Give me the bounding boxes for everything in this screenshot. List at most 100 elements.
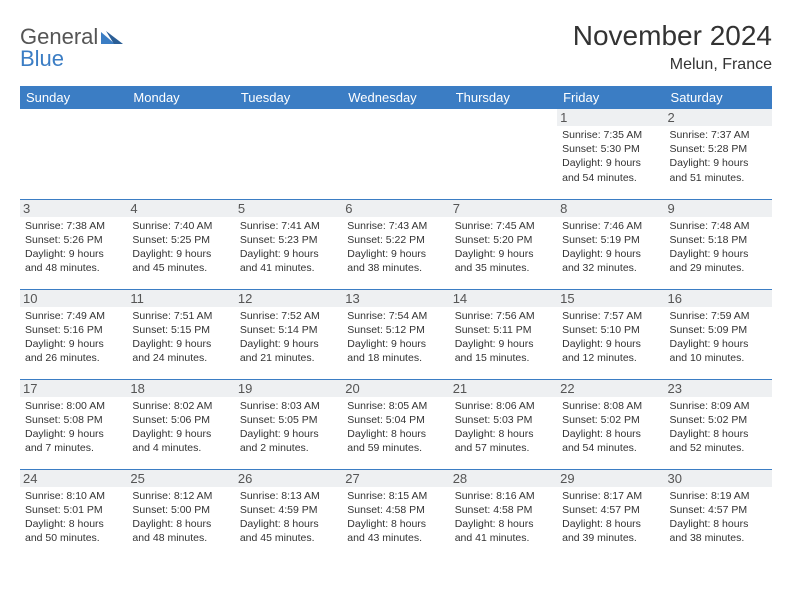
daylight-text: Daylight: 8 hours and 43 minutes. (347, 517, 444, 545)
day-info: Sunrise: 8:06 AMSunset: 5:03 PMDaylight:… (455, 399, 552, 456)
daylight-text: Daylight: 9 hours and 15 minutes. (455, 337, 552, 365)
calendar-table: SundayMondayTuesdayWednesdayThursdayFrid… (20, 86, 772, 559)
sunset-text: Sunset: 5:19 PM (562, 233, 659, 247)
sunset-text: Sunset: 5:16 PM (25, 323, 122, 337)
sunrise-text: Sunrise: 8:13 AM (240, 489, 337, 503)
sunset-text: Sunset: 5:18 PM (670, 233, 767, 247)
calendar-cell (342, 109, 449, 199)
calendar-cell: 20Sunrise: 8:05 AMSunset: 5:04 PMDayligh… (342, 379, 449, 469)
calendar-cell: 5 Sunrise: 7:41 AMSunset: 5:23 PMDaylight… (235, 199, 342, 289)
calendar-cell: 28Sunrise: 8:16 AMSunset: 4:58 PMDayligh… (450, 469, 557, 559)
day-number: 17 (20, 380, 127, 397)
sunrise-text: Sunrise: 7:56 AM (455, 309, 552, 323)
sunrise-text: Sunrise: 7:49 AM (25, 309, 122, 323)
daylight-text: Daylight: 9 hours and 26 minutes. (25, 337, 122, 365)
sunset-text: Sunset: 4:58 PM (347, 503, 444, 517)
sunset-text: Sunset: 4:57 PM (670, 503, 767, 517)
calendar-head: SundayMondayTuesdayWednesdayThursdayFrid… (20, 86, 772, 109)
calendar-row: 3Sunrise: 7:38 AMSunset: 5:26 PMDaylight… (20, 199, 772, 289)
sunset-text: Sunset: 5:08 PM (25, 413, 122, 427)
sunset-text: Sunset: 5:06 PM (132, 413, 229, 427)
calendar-cell (235, 109, 342, 199)
day-number: 11 (127, 290, 234, 307)
sunset-text: Sunset: 5:30 PM (562, 142, 659, 156)
calendar-row: 17Sunrise: 8:00 AMSunset: 5:08 PMDayligh… (20, 379, 772, 469)
daylight-text: Daylight: 9 hours and 10 minutes. (670, 337, 767, 365)
daylight-text: Daylight: 9 hours and 24 minutes. (132, 337, 229, 365)
sunrise-text: Sunrise: 8:06 AM (455, 399, 552, 413)
calendar-cell: 25Sunrise: 8:12 AMSunset: 5:00 PMDayligh… (127, 469, 234, 559)
calendar-cell: 8 Sunrise: 7:46 AMSunset: 5:19 PMDaylight… (557, 199, 664, 289)
calendar-cell (450, 109, 557, 199)
calendar-cell: 16Sunrise: 7:59 AMSunset: 5:09 PMDayligh… (665, 289, 772, 379)
daylight-text: Daylight: 9 hours and 29 minutes. (670, 247, 767, 275)
sunrise-text: Sunrise: 8:03 AM (240, 399, 337, 413)
day-info: Sunrise: 7:35 AMSunset: 5:30 PMDaylight:… (562, 128, 659, 185)
daylight-text: Daylight: 9 hours and 7 minutes. (25, 427, 122, 455)
calendar-row: 24Sunrise: 8:10 AMSunset: 5:01 PMDayligh… (20, 469, 772, 559)
day-number: 30 (665, 470, 772, 487)
daylight-text: Daylight: 8 hours and 48 minutes. (132, 517, 229, 545)
day-header: Friday (557, 86, 664, 109)
daylight-text: Daylight: 8 hours and 45 minutes. (240, 517, 337, 545)
sunset-text: Sunset: 5:11 PM (455, 323, 552, 337)
day-number: 3 (20, 200, 127, 217)
day-header: Tuesday (235, 86, 342, 109)
sunrise-text: Sunrise: 7:54 AM (347, 309, 444, 323)
calendar-cell (127, 109, 234, 199)
daylight-text: Daylight: 9 hours and 21 minutes. (240, 337, 337, 365)
calendar-cell: 23Sunrise: 8:09 AMSunset: 5:02 PMDayligh… (665, 379, 772, 469)
calendar-cell: 13Sunrise: 7:54 AMSunset: 5:12 PMDayligh… (342, 289, 449, 379)
sunset-text: Sunset: 5:12 PM (347, 323, 444, 337)
day-info: Sunrise: 7:59 AMSunset: 5:09 PMDaylight:… (670, 309, 767, 366)
day-info: Sunrise: 7:52 AMSunset: 5:14 PMDaylight:… (240, 309, 337, 366)
day-number: 4 (127, 200, 234, 217)
daylight-text: Daylight: 8 hours and 39 minutes. (562, 517, 659, 545)
day-info: Sunrise: 7:45 AMSunset: 5:20 PMDaylight:… (455, 219, 552, 276)
day-info: Sunrise: 8:09 AMSunset: 5:02 PMDaylight:… (670, 399, 767, 456)
sunrise-text: Sunrise: 8:02 AM (132, 399, 229, 413)
sunset-text: Sunset: 5:02 PM (670, 413, 767, 427)
day-number: 8 (557, 200, 664, 217)
day-number: 15 (557, 290, 664, 307)
calendar-cell: 12Sunrise: 7:52 AMSunset: 5:14 PMDayligh… (235, 289, 342, 379)
calendar-cell: 18Sunrise: 8:02 AMSunset: 5:06 PMDayligh… (127, 379, 234, 469)
sunrise-text: Sunrise: 7:38 AM (25, 219, 122, 233)
sunset-text: Sunset: 5:10 PM (562, 323, 659, 337)
day-info: Sunrise: 7:38 AMSunset: 5:26 PMDaylight:… (25, 219, 122, 276)
day-number: 26 (235, 470, 342, 487)
daylight-text: Daylight: 8 hours and 59 minutes. (347, 427, 444, 455)
sunrise-text: Sunrise: 7:43 AM (347, 219, 444, 233)
daylight-text: Daylight: 9 hours and 32 minutes. (562, 247, 659, 275)
daylight-text: Daylight: 9 hours and 35 minutes. (455, 247, 552, 275)
sunrise-text: Sunrise: 8:00 AM (25, 399, 122, 413)
day-info: Sunrise: 7:51 AMSunset: 5:15 PMDaylight:… (132, 309, 229, 366)
sunrise-text: Sunrise: 8:08 AM (562, 399, 659, 413)
calendar-cell: 1 Sunrise: 7:35 AMSunset: 5:30 PMDaylight… (557, 109, 664, 199)
calendar-cell: 29Sunrise: 8:17 AMSunset: 4:57 PMDayligh… (557, 469, 664, 559)
sunset-text: Sunset: 4:59 PM (240, 503, 337, 517)
day-number: 5 (235, 200, 342, 217)
logo-text: General Blue (20, 26, 123, 70)
logo-text-2: Blue (20, 46, 64, 71)
day-number: 18 (127, 380, 234, 397)
day-info: Sunrise: 7:41 AMSunset: 5:23 PMDaylight:… (240, 219, 337, 276)
calendar-cell: 27Sunrise: 8:15 AMSunset: 4:58 PMDayligh… (342, 469, 449, 559)
daylight-text: Daylight: 9 hours and 48 minutes. (25, 247, 122, 275)
sunset-text: Sunset: 5:26 PM (25, 233, 122, 247)
day-number: 25 (127, 470, 234, 487)
day-info: Sunrise: 8:08 AMSunset: 5:02 PMDaylight:… (562, 399, 659, 456)
day-number: 1 (557, 109, 664, 126)
day-header: Thursday (450, 86, 557, 109)
calendar-cell: 14Sunrise: 7:56 AMSunset: 5:11 PMDayligh… (450, 289, 557, 379)
day-info: Sunrise: 7:46 AMSunset: 5:19 PMDaylight:… (562, 219, 659, 276)
calendar-row: 10Sunrise: 7:49 AMSunset: 5:16 PMDayligh… (20, 289, 772, 379)
header: General Blue November 2024 Melun, France (20, 20, 772, 74)
sunset-text: Sunset: 5:23 PM (240, 233, 337, 247)
day-number: 22 (557, 380, 664, 397)
day-header: Saturday (665, 86, 772, 109)
day-info: Sunrise: 8:17 AMSunset: 4:57 PMDaylight:… (562, 489, 659, 546)
sunrise-text: Sunrise: 8:16 AM (455, 489, 552, 503)
day-number: 10 (20, 290, 127, 307)
sunset-text: Sunset: 5:04 PM (347, 413, 444, 427)
